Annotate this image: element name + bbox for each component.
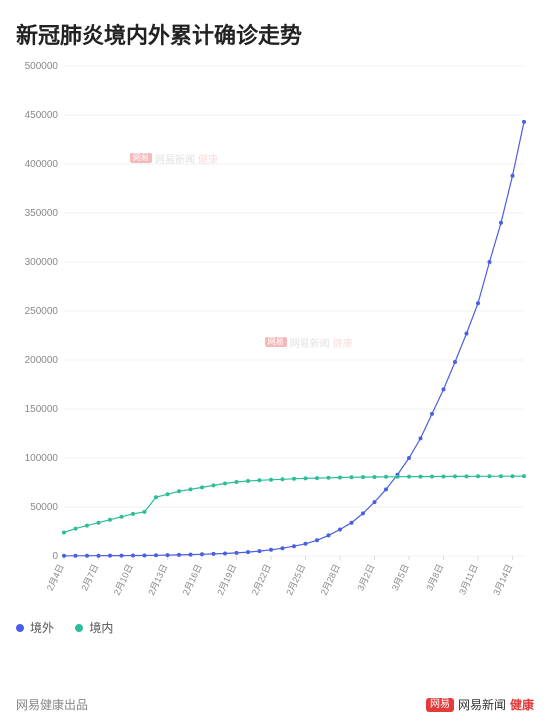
svg-text:450000: 450000 [25,110,59,121]
svg-text:50000: 50000 [30,502,58,513]
chart-wrap: 0 50000 100000 150000 200000 250000 300000 3500… [16,56,534,613]
svg-text:400000: 400000 [25,159,59,170]
chart-container: 新冠肺炎境内外累计确诊走势 0 50000 100000 150000 200000 25… [0,0,550,725]
svg-text:350000: 350000 [25,208,59,219]
svg-text:100000: 100000 [25,453,59,464]
brand-badge: 网易 [426,698,454,712]
svg-text:3月14日: 3月14日 [491,563,514,597]
svg-text:2月16日: 2月16日 [181,563,204,597]
line-chart: 0 50000 100000 150000 200000 250000 300000 3500… [16,56,534,608]
footer-brand: 网易 网易新闻 健康 [426,696,534,713]
svg-text:2月13日: 2月13日 [146,563,169,597]
svg-text:2月19日: 2月19日 [215,563,238,597]
svg-text:2月10日: 2月10日 [112,563,135,597]
svg-text:2月28日: 2月28日 [319,563,342,597]
footer-credit: 网易健康出品 [16,696,88,713]
svg-text:3月5日: 3月5日 [390,563,411,593]
footer: 网易健康出品 网易 网易新闻 健康 [16,696,534,713]
svg-text:300000: 300000 [25,257,59,268]
legend-label: 境内 [89,619,113,636]
svg-text:0: 0 [52,551,58,562]
svg-text:200000: 200000 [25,355,59,366]
brand-sub: 健康 [510,696,534,713]
legend-item-overseas: 境外 [16,619,54,636]
svg-text:3月8日: 3月8日 [424,563,445,593]
legend-dot [75,624,83,632]
svg-text:500000: 500000 [25,61,59,72]
svg-text:2月25日: 2月25日 [284,563,307,597]
legend-label: 境外 [30,619,54,636]
svg-text:2月4日: 2月4日 [45,563,66,593]
svg-text:3月11日: 3月11日 [457,563,480,597]
legend: 境外 境内 [16,619,534,636]
svg-text:150000: 150000 [25,404,59,415]
svg-text:2月7日: 2月7日 [79,563,100,593]
svg-text:250000: 250000 [25,306,59,317]
brand-text: 网易新闻 [458,696,506,713]
legend-dot [16,624,24,632]
svg-text:2月22日: 2月22日 [250,563,273,597]
svg-text:3月2日: 3月2日 [355,563,376,593]
chart-title: 新冠肺炎境内外累计确诊走势 [16,18,534,50]
legend-item-domestic: 境内 [75,619,113,636]
